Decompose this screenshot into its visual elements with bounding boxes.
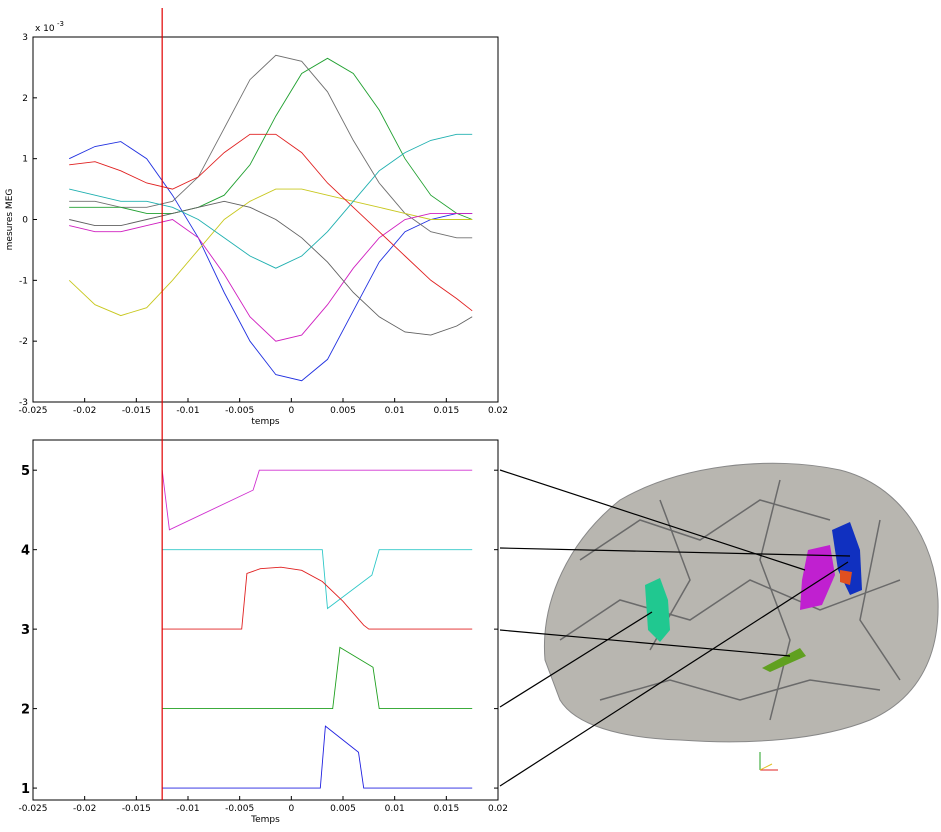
y-tick-label: 0 xyxy=(22,216,28,226)
series-line xyxy=(69,57,473,220)
x-axis-label: temps xyxy=(251,417,280,427)
series-line xyxy=(162,549,473,610)
y-multiplier: x 10 xyxy=(35,24,55,34)
chart: -0.025 -0.02 -0.015 -0.01 -0.005 0 0.005 0.01 0.… xyxy=(5,20,508,427)
brain-texture xyxy=(559,479,901,721)
x-tick-label: 0.005 xyxy=(330,804,356,814)
plot-frame xyxy=(32,36,499,403)
x-tick-label: -0.005 xyxy=(225,406,254,416)
x-tick-label: -0.02 xyxy=(73,804,96,814)
series-line xyxy=(162,725,473,789)
connector xyxy=(499,611,653,708)
region-blue xyxy=(832,522,862,595)
x-tick-label: 0.01 xyxy=(385,804,405,814)
region-red xyxy=(840,570,852,585)
series-line xyxy=(68,188,473,317)
connectors xyxy=(499,469,851,787)
y-tick-label: 2 xyxy=(21,703,30,718)
x-tick-label: -0.025 xyxy=(18,804,47,814)
x-tick-label: -0.025 xyxy=(18,406,47,416)
x-tick-label: 0.005 xyxy=(330,406,356,416)
x-tick-label: 0.01 xyxy=(385,406,405,416)
brain xyxy=(543,462,939,771)
connector xyxy=(499,561,849,787)
x-tick-label: -0.015 xyxy=(122,804,151,814)
connector xyxy=(499,629,791,657)
plot-frame xyxy=(32,439,499,801)
series-line xyxy=(162,566,473,630)
axes-icon xyxy=(759,752,778,771)
x-tick-label: -0.01 xyxy=(176,406,199,416)
x-tick-label: 0.02 xyxy=(488,406,508,416)
x-tick-label: 0 xyxy=(288,804,294,814)
y-tick-label: 3 xyxy=(21,623,30,638)
region-magenta xyxy=(800,545,835,610)
y-tick-label: 1 xyxy=(21,782,30,797)
y-tick-label: 1 xyxy=(22,155,28,165)
x-axis-label: Temps xyxy=(250,815,280,825)
x-tick-label: -0.015 xyxy=(122,406,151,416)
x-tick-label: 0.015 xyxy=(433,406,459,416)
y-tick-label: 3 xyxy=(22,33,28,43)
y-multiplier-exponent: -3 xyxy=(57,20,64,28)
series-line xyxy=(69,133,473,269)
x-tick-label: 0.015 xyxy=(433,804,459,814)
series-line xyxy=(69,212,473,342)
series-line xyxy=(69,200,473,336)
region-green xyxy=(762,648,806,672)
y-tick-label: 2 xyxy=(22,94,28,104)
x-tick-label: 0 xyxy=(288,406,294,416)
x-tick-label: -0.01 xyxy=(176,804,199,814)
x-tick-label: -0.02 xyxy=(73,406,96,416)
series-line xyxy=(69,141,473,382)
x-tick-label: -0.005 xyxy=(225,804,254,814)
y-tick-label: 4 xyxy=(21,544,30,559)
y-tick-label: -2 xyxy=(19,337,28,347)
series-line xyxy=(161,469,473,531)
x-tick-label: 0.02 xyxy=(488,804,508,814)
series-line xyxy=(69,54,473,239)
series-line xyxy=(162,646,473,710)
chart: -0.025 -0.02 -0.015 -0.01 -0.005 0 0.005 0.01 0.… xyxy=(18,439,508,825)
y-tick-label: -3 xyxy=(19,398,28,408)
y-axis-label: mesures MEG xyxy=(5,189,15,251)
series-line xyxy=(69,133,473,312)
axis-y xyxy=(759,763,773,771)
connector xyxy=(499,547,851,557)
y-tick-label: 5 xyxy=(21,464,30,479)
y-tick-label: -1 xyxy=(19,276,28,286)
region-cyan xyxy=(645,578,670,642)
